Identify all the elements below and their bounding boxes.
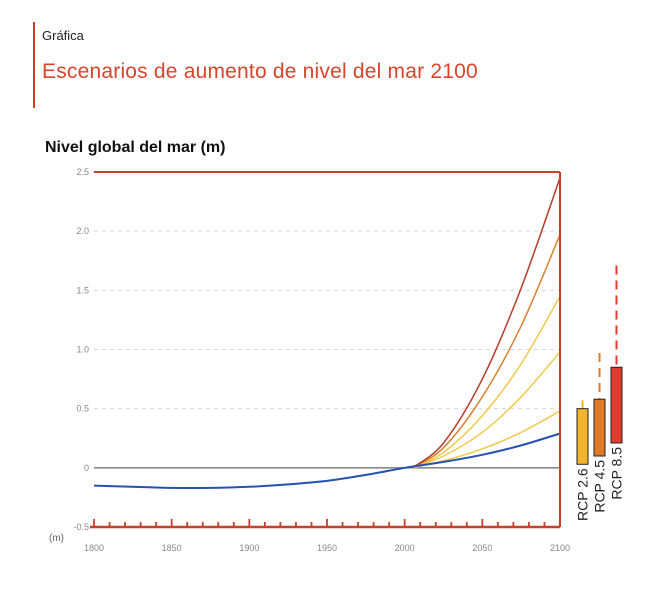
x-tick-label: 1950 (317, 543, 337, 553)
rcp-label: RCP 4.5 (592, 460, 608, 513)
historical-line (93, 432, 561, 490)
y-tick-label: 1.0 (76, 345, 89, 355)
rcp-range-bar (576, 408, 589, 465)
y-unit-label: (m) (49, 533, 64, 544)
rcp-ranges: RCP 2.6 RCP 4.5 RCP 8.5 (575, 265, 625, 521)
rcp-label: RCP 8.5 (609, 447, 625, 500)
grid-lines (94, 230, 560, 469)
axis-ticks (93, 519, 561, 527)
y-tick-label: 0 (84, 463, 89, 473)
x-tick-label: 1800 (84, 543, 104, 553)
y-tick-label: 1.5 (76, 285, 89, 295)
rcp-range-bar (610, 366, 623, 444)
page-title: Escenarios de aumento de nivel del mar 2… (42, 60, 478, 83)
y-tick-label: 2.0 (76, 226, 89, 236)
y-tick-label: 2.5 (76, 167, 89, 177)
x-tick-label: 1900 (239, 543, 259, 553)
scenario-line (412, 351, 561, 469)
rcp-label: RCP 2.6 (575, 468, 591, 521)
accent-bar (33, 22, 35, 108)
x-tick-label: 2050 (472, 543, 492, 553)
series-lines (93, 177, 561, 490)
y-tick-label: 0.5 (76, 404, 89, 414)
tick-labels: -0.5 0 0.5 1.0 1.5 2.0 2.5 1800 1850 1900 1950 2000… (49, 167, 570, 553)
scenario-line (411, 234, 561, 469)
x-tick-label: 2000 (395, 543, 415, 553)
chart-title: Nivel global del mar (m) (45, 139, 226, 156)
y-tick-label: -0.5 (73, 522, 89, 532)
x-tick-label: 1850 (162, 543, 182, 553)
scenario-line (412, 295, 561, 469)
section-kicker: Gráfica (42, 28, 84, 43)
rcp-range-bar (593, 398, 606, 457)
scenario-line (411, 177, 561, 469)
x-tick-label: 2100 (550, 543, 570, 553)
